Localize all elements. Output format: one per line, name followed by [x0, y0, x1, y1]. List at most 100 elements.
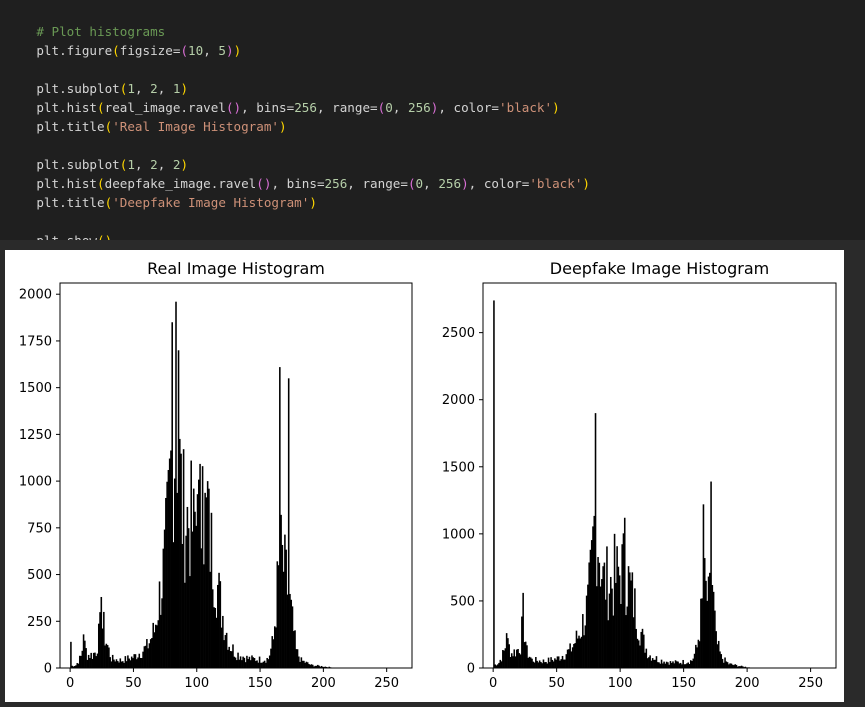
histogram-bar [209, 571, 211, 668]
histogram-bar [317, 664, 319, 668]
histogram-bar [637, 640, 640, 668]
code-token: 0 [415, 176, 424, 191]
histogram-bar [277, 565, 280, 668]
code-token: 'black' [499, 100, 553, 115]
histogram-bar [319, 666, 322, 668]
histogram-bar [106, 645, 109, 668]
histogram-bar [217, 584, 219, 668]
histogram-bar [194, 511, 196, 668]
histogram-bar [238, 659, 241, 668]
histogram-bar [573, 643, 575, 668]
histogram-bar [244, 662, 247, 668]
histogram-bar [153, 632, 156, 668]
histogram-bar [315, 665, 318, 668]
y-tick-label: 500 [27, 568, 52, 583]
histogram-bar [564, 659, 566, 668]
histogram-bar [726, 662, 729, 668]
histogram-bar [290, 599, 293, 668]
histogram-bar [189, 576, 191, 668]
histogram-bar [205, 497, 208, 668]
histogram-bar [631, 572, 634, 668]
histogram-bar [185, 535, 187, 668]
histogram-bar [731, 664, 734, 668]
figure-canvas: Real Image Histogram 0 50 100 150 200 2500250… [19, 259, 837, 691]
histogram-bar [565, 654, 568, 668]
code-token: 256 [324, 176, 348, 191]
histogram-bar [273, 626, 276, 668]
histogram-bar [158, 581, 161, 668]
histogram-bar [561, 655, 564, 668]
histogram-bar [287, 378, 290, 668]
code-token: , range= [347, 176, 408, 191]
histogram-bar [630, 580, 632, 668]
histogram-bar [709, 572, 711, 668]
histogram-bar [301, 660, 304, 668]
histogram-bar [284, 534, 286, 668]
histogram-bar [729, 663, 731, 668]
histogram-bar [176, 492, 179, 668]
histogram-bar [227, 649, 229, 668]
histogram-bar [144, 645, 147, 668]
histogram-bar [578, 635, 580, 668]
histogram-bar [536, 660, 538, 668]
y-tick-label: 1250 [19, 428, 52, 443]
histogram-bar [521, 616, 523, 668]
code-token: 1 [127, 157, 135, 172]
histogram-bar [719, 651, 721, 668]
histogram-bar [620, 604, 622, 668]
code-line-figure: plt.figure(figsize=(10, 5)) [6, 22, 241, 79]
histogram-bar [192, 488, 195, 668]
histogram-bar [291, 606, 294, 668]
histogram-bar [320, 665, 323, 668]
histogram-bar [280, 514, 282, 668]
histogram-bar [499, 659, 502, 668]
code-token: 5 [218, 43, 226, 58]
histogram-bar [309, 664, 312, 668]
histogram-bar [495, 665, 498, 668]
histogram-bar [241, 660, 243, 668]
histogram-bar [682, 659, 684, 668]
histogram-bar [599, 586, 602, 668]
histogram-bar [200, 548, 203, 668]
histogram-bar [314, 665, 317, 668]
histogram-bar [611, 588, 613, 668]
code-line-subplot-2: plt.subplot(1, 2, 2) [6, 136, 188, 193]
histogram-bar [695, 644, 697, 668]
histogram-bar [198, 479, 200, 668]
histogram-bar [87, 654, 90, 668]
code-token: ( [119, 81, 128, 96]
code-token: , [392, 100, 408, 115]
histogram-bar [505, 633, 508, 668]
histogram-bar [214, 607, 217, 668]
histogram-bar [625, 615, 627, 668]
x-tick-label: 100 [608, 676, 633, 691]
x-tick-label: 250 [798, 676, 823, 691]
histogram-bar [147, 648, 149, 668]
histogram-bar [237, 652, 239, 668]
histogram-bar [99, 612, 101, 668]
histogram-bar [324, 666, 327, 668]
histogram-bar [215, 617, 218, 668]
code-token: 1 [127, 81, 135, 96]
histogram-bar [173, 478, 176, 668]
histogram-bar [323, 666, 325, 668]
histogram-bar [236, 660, 238, 668]
histogram-bar [592, 526, 594, 668]
histogram-bar [152, 622, 154, 668]
histogram-bar [94, 652, 96, 668]
code-line-title-2: plt.title('Deepfake Image Histogram') [6, 174, 317, 231]
histogram-bar [256, 660, 258, 668]
histogram-bar [75, 665, 77, 668]
histogram-bar [225, 632, 228, 668]
histogram-bar [517, 648, 519, 668]
histogram-bar [104, 645, 106, 668]
histogram-bar [512, 656, 514, 668]
axes-deepfake-histogram: Deepfake Image Histogram 0 50 100 150 200 250… [442, 259, 837, 691]
histogram-bar [243, 657, 246, 668]
histogram-bar [528, 656, 531, 668]
code-token: , bins= [241, 100, 295, 115]
histogram-bar [744, 666, 747, 668]
code-cell[interactable]: # Plot histograms plt.figure(figsize=(10… [0, 0, 865, 248]
histogram-bar [656, 662, 659, 668]
histogram-bar [532, 661, 535, 668]
